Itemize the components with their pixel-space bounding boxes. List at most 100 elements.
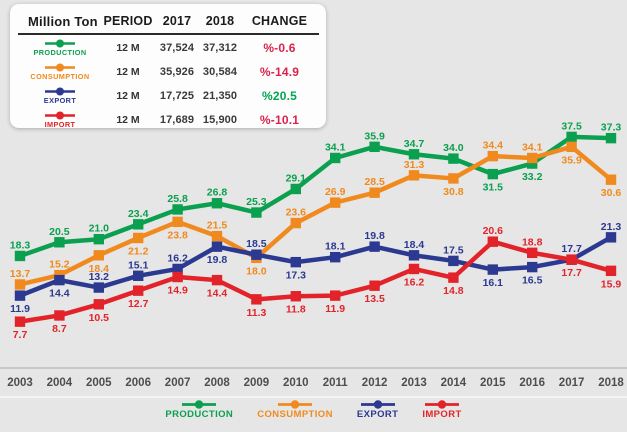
data-label: 13.2 [89, 271, 110, 283]
period-value: 12 M [116, 41, 140, 54]
data-point-marker [527, 152, 538, 164]
data-label: 19.8 [364, 230, 385, 242]
value-2017: 35,926 [159, 65, 195, 78]
data-point-marker [14, 290, 26, 301]
data-point-marker [605, 174, 617, 185]
value-2017: 17,725 [159, 89, 195, 102]
data-label: 31.5 [483, 182, 504, 194]
x-tick-label: 2015 [480, 377, 506, 389]
data-label: 18.8 [522, 236, 543, 248]
data-point-marker [408, 149, 420, 160]
data-point-marker [211, 241, 223, 252]
table-header-unit: Million Ton [28, 13, 98, 29]
series-key-export: EXPORT [18, 87, 102, 104]
data-point-marker [605, 132, 617, 144]
value-2017: 37,524 [159, 41, 195, 54]
data-label: 34.1 [325, 141, 346, 153]
value-2018: 30,584 [202, 65, 238, 78]
series-label: IMPORT [44, 119, 76, 129]
data-label: 18.4 [404, 239, 425, 251]
period-value: 12 M [116, 65, 140, 78]
series-key-production: PRODUCTION [18, 39, 102, 56]
data-label: 7.7 [13, 329, 28, 341]
data-point-marker [527, 261, 538, 273]
data-point-marker [172, 216, 183, 228]
table-header-2017: 2017 [162, 14, 192, 28]
export-line-icon [45, 87, 75, 96]
data-point-marker [448, 153, 459, 164]
data-point-marker [408, 170, 420, 181]
data-point-marker [290, 217, 301, 229]
data-point-marker [448, 255, 459, 267]
data-point-marker [133, 219, 144, 230]
data-label: 15.9 [601, 278, 622, 290]
data-label: 14.9 [167, 285, 188, 297]
series-export [14, 232, 617, 301]
x-tick-label: 2012 [362, 377, 388, 389]
legend-label: CONSUMPTION [257, 409, 333, 420]
data-label: 34.7 [404, 138, 425, 150]
legend-item-export: EXPORT [357, 400, 398, 420]
data-point-marker [93, 234, 104, 245]
data-point-marker [211, 198, 223, 209]
data-point-marker [487, 150, 498, 162]
data-label: 25.3 [246, 196, 267, 208]
data-point-marker [290, 256, 301, 268]
data-label: 21.0 [89, 223, 110, 235]
data-label: 16.5 [522, 275, 543, 287]
table-row-production: PRODUCTION 12 M 37,524 37,312 %-0.6 [18, 36, 319, 59]
data-label: 17.3 [286, 270, 307, 282]
x-tick-label: 2017 [559, 377, 585, 389]
legend-item-import: IMPORT [422, 400, 461, 420]
data-point-marker [172, 271, 183, 283]
data-point-marker [251, 207, 262, 218]
series-production [14, 131, 617, 262]
data-label: 34.1 [522, 141, 543, 153]
data-label: 15.2 [49, 259, 70, 271]
import-line-icon [45, 111, 75, 120]
data-label: 33.2 [522, 171, 543, 183]
x-tick-label: 2009 [244, 377, 270, 389]
data-point-marker [566, 131, 577, 143]
value-2017: 17,689 [159, 113, 195, 126]
series-import [14, 236, 617, 327]
data-label: 25.8 [167, 193, 188, 205]
series-line [19, 134, 612, 259]
series-line [19, 144, 613, 287]
data-label: 31.3 [404, 159, 425, 171]
data-point-marker [93, 250, 104, 261]
x-tick-label: 2007 [165, 377, 191, 389]
legend-divider [0, 396, 627, 398]
data-label: 17.7 [561, 243, 582, 255]
data-point-marker [487, 168, 498, 180]
x-tick-label: 2016 [519, 377, 545, 389]
data-label: 11.9 [325, 303, 345, 315]
data-point-marker [448, 272, 459, 283]
x-tick-label: 2014 [441, 377, 467, 389]
x-tick-label: 2004 [47, 377, 73, 389]
data-point-marker [54, 237, 65, 248]
data-label: 15.1 [128, 259, 149, 271]
x-tick-label: 2018 [598, 377, 624, 389]
data-label: 23.6 [286, 207, 307, 219]
import-line-icon [425, 400, 459, 409]
data-point-marker [211, 230, 223, 242]
data-label: 14.4 [49, 288, 70, 300]
data-point-marker [487, 264, 498, 275]
data-label: 19.8 [207, 254, 228, 266]
data-point-marker [605, 232, 617, 243]
data-label: 21.5 [207, 220, 228, 232]
data-label: 34.0 [443, 142, 464, 154]
data-label: 18.5 [246, 238, 267, 250]
data-label: 14.8 [443, 285, 464, 297]
data-label: 17.5 [443, 244, 464, 256]
value-2018: 37,312 [202, 41, 238, 54]
data-point-marker [251, 294, 262, 305]
change-value: %-0.6 [263, 40, 296, 55]
data-point-marker [330, 251, 341, 263]
data-label: 10.5 [89, 312, 110, 324]
data-label: 13.5 [364, 293, 385, 305]
series-key-consumption: CONSUMPTION [18, 63, 102, 80]
data-label: 18.3 [10, 239, 31, 251]
